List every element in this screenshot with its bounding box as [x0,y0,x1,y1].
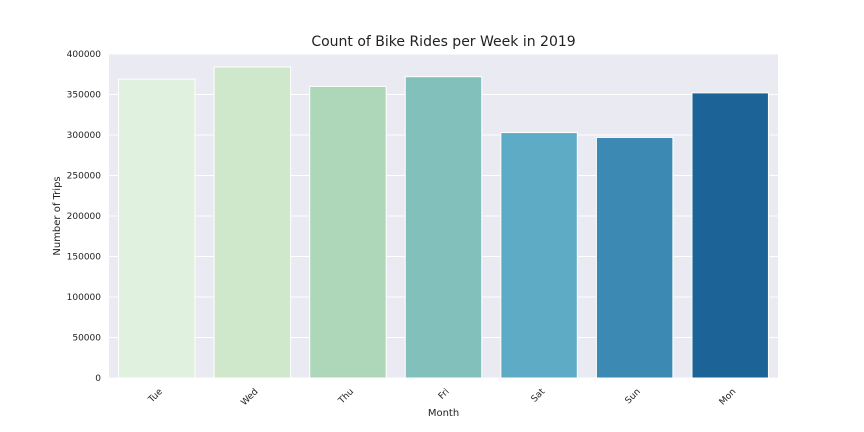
bar-thu [309,85,387,379]
x-tick-label: Sat [530,387,548,405]
y-tick-label: 250000 [67,172,102,182]
y-axis-label: Number of Trips [52,176,63,255]
x-tick-label: Sun [624,387,643,406]
bar-mon [691,92,769,379]
y-tick-label: 100000 [67,293,102,303]
y-tick-label: 300000 [67,131,102,141]
y-tick-label: 200000 [67,212,102,222]
x-axis-ticks: Tue Wed Thu Fri Sat Sun Mon [146,387,738,408]
x-tick-label: Tue [146,387,165,406]
bars [118,66,769,379]
bar-tue [118,78,196,379]
y-tick-label: 350000 [67,91,102,101]
y-tick-label: 400000 [67,50,102,60]
y-tick-label: 150000 [67,253,102,263]
bar-wed [213,66,292,379]
x-axis-label: Month [428,408,459,419]
x-tick-label: Mon [718,387,738,407]
x-tick-label: Fri [437,387,452,402]
bar-sat [500,132,578,379]
x-tick-label: Thu [336,387,356,407]
y-tick-label: 0 [95,374,101,384]
bar-sun [595,136,674,379]
y-axis-ticks: 0 50000 100000 150000 200000 250000 300000 3500… [67,50,102,384]
bar-fri [404,76,483,379]
x-tick-label: Wed [240,387,261,408]
chart-title: Count of Bike Rides per Week in 2019 [311,34,575,50]
y-tick-label: 50000 [72,334,101,344]
